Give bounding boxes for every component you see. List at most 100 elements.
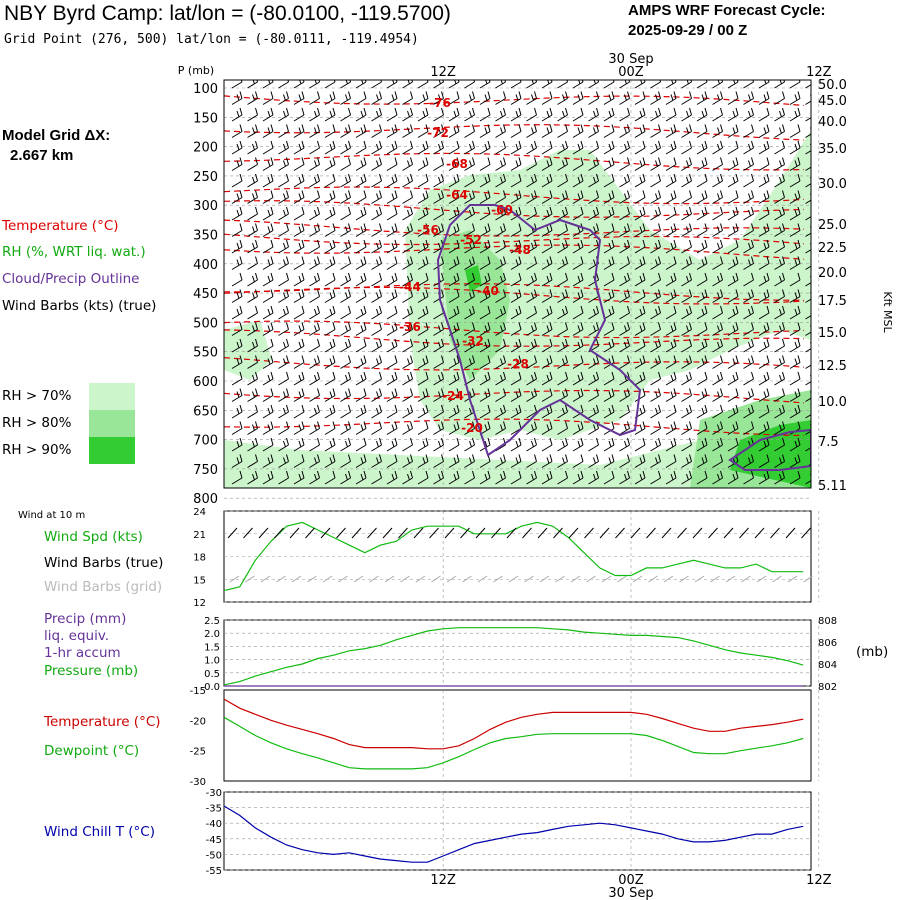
wind-barb bbox=[231, 124, 243, 138]
grid-wind-barb bbox=[508, 575, 519, 583]
wind-barb bbox=[402, 404, 413, 419]
wind-barb bbox=[743, 157, 754, 171]
wind-barb bbox=[603, 289, 615, 303]
wind-panel: 24 21 18 15 12 bbox=[193, 507, 820, 609]
wind-barb bbox=[262, 272, 274, 287]
wind-barb bbox=[557, 190, 568, 204]
wind-barb bbox=[774, 305, 785, 320]
wind-barb bbox=[262, 124, 274, 138]
wind-barb bbox=[758, 140, 770, 155]
wind-barb bbox=[758, 239, 770, 254]
panel-frame bbox=[223, 619, 812, 687]
wind-barb bbox=[572, 454, 584, 468]
wind-barb bbox=[293, 305, 305, 320]
wind-barb bbox=[681, 421, 692, 435]
wind-barb bbox=[479, 355, 491, 369]
wind-barb bbox=[464, 124, 475, 138]
wind-barb bbox=[557, 80, 568, 89]
wind-barb bbox=[758, 173, 770, 188]
wind-barb bbox=[712, 454, 723, 468]
wind-barb bbox=[448, 190, 460, 204]
wind-barb bbox=[309, 124, 320, 138]
wind-barb bbox=[309, 91, 320, 105]
bottom-date-label: 30 Sep bbox=[608, 886, 653, 900]
wind-barb bbox=[309, 454, 320, 468]
wind-barb bbox=[789, 190, 801, 204]
wind-barb bbox=[727, 91, 739, 105]
value-tick-label: 12 bbox=[193, 598, 206, 609]
grid-wind-barb bbox=[307, 575, 317, 583]
wind-barb bbox=[619, 454, 630, 468]
wind-barb bbox=[774, 157, 785, 171]
grid-wind-barb bbox=[260, 575, 271, 583]
wind-barb bbox=[743, 289, 754, 303]
wind-barb bbox=[340, 107, 351, 122]
wind-barb bbox=[526, 338, 537, 353]
wind-barb bbox=[231, 289, 243, 303]
forecast-cycle-time: 2025-09-29 / 00 Z bbox=[628, 22, 748, 39]
value-tick-label: 1.0 bbox=[204, 656, 220, 667]
wind-barb bbox=[588, 305, 599, 320]
wind-barb bbox=[650, 421, 661, 435]
wind-barb bbox=[262, 305, 274, 320]
wind-barb bbox=[774, 355, 785, 369]
wind-barb bbox=[712, 91, 723, 105]
wind-barb bbox=[417, 437, 429, 452]
wind-barb bbox=[231, 388, 243, 402]
wind-barb bbox=[665, 388, 677, 402]
value-tick-label: -20 bbox=[190, 716, 206, 727]
wind-barb bbox=[774, 107, 785, 122]
wind-barb bbox=[665, 140, 677, 155]
wind-barb bbox=[696, 388, 708, 402]
wind-barb bbox=[464, 107, 475, 122]
wind-barb bbox=[603, 421, 615, 435]
wind-barb bbox=[526, 404, 537, 419]
wind-barb bbox=[231, 91, 243, 105]
wind-barb bbox=[479, 223, 491, 237]
wind-barb bbox=[444, 527, 455, 539]
wind-barb bbox=[510, 107, 522, 122]
wind-barb bbox=[324, 355, 336, 369]
wind-barb bbox=[371, 91, 382, 105]
wind-barb bbox=[309, 239, 320, 254]
wind-barb bbox=[464, 272, 475, 287]
wind-barb bbox=[309, 338, 320, 353]
wind-barb bbox=[278, 124, 289, 138]
wind-barb bbox=[526, 454, 537, 468]
wind-barb bbox=[402, 355, 413, 369]
wind-barb bbox=[495, 470, 506, 485]
wind-barb bbox=[665, 355, 677, 369]
wind-barb bbox=[665, 470, 677, 485]
wind-barb bbox=[464, 190, 475, 204]
wind-barb bbox=[340, 124, 351, 138]
wind-barb bbox=[603, 371, 615, 386]
wind-barb bbox=[247, 289, 258, 303]
legend-rh70-label: RH > 70% bbox=[2, 388, 72, 404]
wind-barb bbox=[634, 289, 646, 303]
wind-barb bbox=[634, 437, 646, 452]
wind-barb bbox=[650, 124, 661, 138]
wind-barb bbox=[355, 124, 367, 138]
temperature-contour bbox=[224, 152, 805, 171]
wind-barb bbox=[324, 107, 336, 122]
height-tick-label: 50.0 bbox=[818, 78, 847, 93]
wind-barb bbox=[247, 190, 258, 204]
wind-barbs-true-label: Wind Barbs (true) bbox=[44, 555, 164, 571]
wind-barb bbox=[479, 206, 491, 221]
value-tick-label: 2.0 bbox=[204, 629, 220, 640]
wind-barb bbox=[541, 470, 553, 485]
wind-barb bbox=[712, 355, 723, 369]
wind-barb bbox=[557, 124, 568, 138]
wind-barb bbox=[696, 355, 708, 369]
value-tick-label: -30 bbox=[190, 777, 206, 788]
wind-barb bbox=[712, 338, 723, 353]
wind-barb bbox=[789, 140, 801, 155]
wind-barb bbox=[665, 206, 677, 221]
wind-barb bbox=[293, 190, 305, 204]
wind-barb bbox=[247, 124, 258, 138]
wind-barb bbox=[588, 173, 599, 188]
wind-barb bbox=[801, 527, 811, 539]
wind-barb bbox=[619, 140, 630, 155]
wind-barb bbox=[475, 527, 486, 539]
